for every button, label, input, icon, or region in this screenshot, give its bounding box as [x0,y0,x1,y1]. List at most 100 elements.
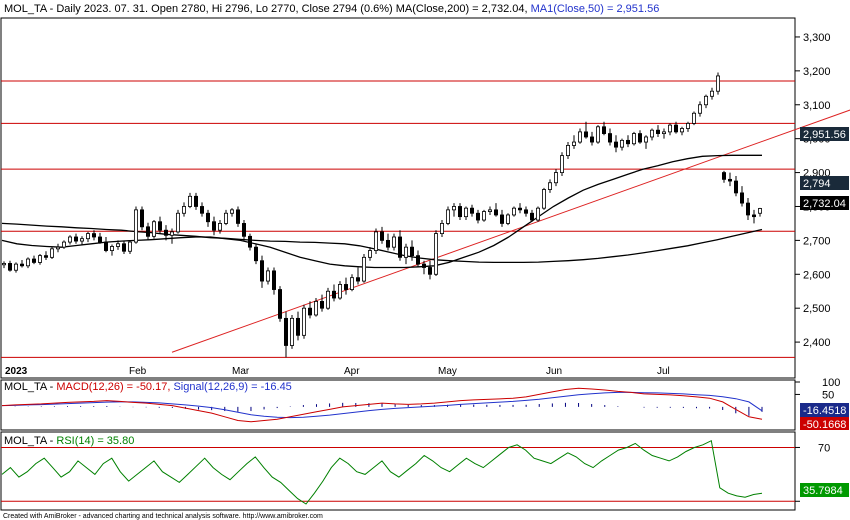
candle-body [686,123,691,129]
candle-body [271,270,276,290]
candle-body [752,214,757,218]
candle [92,230,97,241]
candle-body [199,206,204,214]
candle-body [439,223,444,235]
candle [116,240,121,250]
candle [175,209,180,234]
macd-pane[interactable]: MOL_TA - MACD(12,26) = -50.17, Signal(12… [0,377,849,431]
candle [692,111,697,126]
candle [19,260,24,268]
candle-body [560,155,565,173]
candle [584,121,589,139]
candle [217,220,222,234]
signal-value-label: -16.4518 [803,405,846,417]
candle [734,175,739,197]
rsi-tick-label: 70 [818,442,830,454]
candle-body [343,284,348,290]
candle-body [319,301,324,309]
candle-body [499,214,504,224]
candle [289,314,294,349]
candle-body [524,209,529,214]
price-axis: 2,4002,5002,6002,7002,8002,9003,0003,100… [795,32,831,349]
candle-body [235,209,240,224]
candle [133,206,138,244]
candle [415,250,420,268]
candle-body [433,233,438,275]
candle [25,257,30,269]
macd-tick-label: 100 [822,377,840,389]
candle-body [74,236,79,242]
candle-body [512,207,517,216]
rsi-axis: 70 [1,442,830,502]
price-header: MOL_TA - Daily 2023. 07. 31. Open 2780, … [4,3,659,15]
candle-body [536,207,541,221]
candle [457,203,462,221]
rsi-series-line [1,439,763,505]
candle [512,206,517,217]
rsi-pane[interactable]: MOL_TA - RSI(14) = 35.80 70 35.7984 [0,431,849,511]
trendline[interactable] [171,93,850,353]
candle [505,213,510,226]
candle-body [211,221,216,231]
price-pane[interactable]: MOL_TA - Daily 2023. 07. 31. Open 2780, … [0,3,850,379]
candle [698,101,703,117]
candle-body [638,133,643,143]
candle-body [127,241,132,252]
y-tick-label: 2,400 [803,337,831,349]
candle [199,202,204,217]
candle [145,222,150,241]
x-label-feb: Feb [129,366,147,377]
candle-body [98,236,103,243]
candle [122,241,127,254]
candle-body [355,277,360,282]
candle-body [566,145,571,157]
candle-body [229,209,234,214]
candle-body [62,241,67,248]
candle [361,253,366,283]
candle [80,236,85,246]
candle [421,260,426,275]
candle-body [614,141,619,148]
candle [343,277,348,295]
candle [566,142,571,160]
candle [7,260,12,272]
candle [632,131,637,146]
candle-body [415,255,420,265]
candle-body [44,255,49,258]
candle [44,251,49,261]
macd-value-box [800,417,849,430]
candle [397,230,402,261]
candle [680,126,685,136]
candle-body [481,211,486,221]
candle [2,261,7,269]
candle [710,87,715,100]
candle-body [86,233,91,240]
candle [86,231,91,243]
candle [110,244,115,256]
x-label-apr: Apr [344,366,360,377]
candle [590,131,595,146]
candle [163,225,168,241]
x-label-jun: Jun [546,366,562,377]
candle-body [548,182,553,190]
ma50-header-text: MA1(Close,50) = 2,951.56 [531,3,660,15]
x-label-jul: Jul [657,366,670,377]
candle [686,121,691,132]
candle [169,228,174,244]
candle [349,274,354,292]
candle [463,206,468,221]
candle [277,286,282,322]
candle-body [301,307,306,336]
candle-body [403,246,408,258]
candle-body [157,221,162,231]
macd-pane-frame [0,379,796,431]
y-tick-label: 3,200 [803,66,831,78]
candle [56,243,61,253]
candle-body [596,126,601,143]
candle [265,267,270,285]
candle [301,304,306,339]
candle [626,135,631,148]
candle-body [283,317,288,346]
candle-body [349,277,354,290]
